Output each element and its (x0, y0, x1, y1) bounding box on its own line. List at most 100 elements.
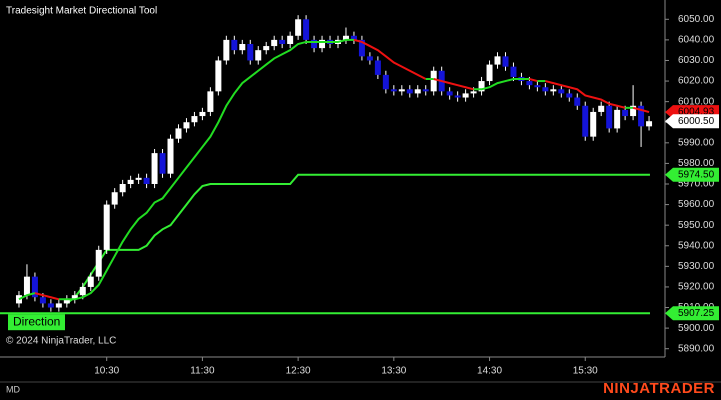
candle-body (534, 85, 541, 88)
candle-body (494, 56, 501, 65)
average-line (353, 38, 427, 80)
y-tick-label: 5890.00 (678, 343, 715, 354)
average-line (58, 38, 354, 301)
chart-title: Tradesight Market Directional Tool (6, 6, 157, 17)
candle-body (319, 39, 326, 49)
price-tag-label: 5974.50 (678, 169, 715, 180)
x-tick-label: 13:30 (381, 366, 406, 377)
price-tag (665, 167, 719, 182)
candle-body (263, 46, 270, 51)
candle-body (215, 60, 222, 92)
x-tick-label: 14:30 (477, 366, 502, 377)
average-line (18, 292, 36, 301)
y-tick-label: 5980.00 (678, 158, 715, 169)
x-tick-label: 12:30 (286, 366, 311, 377)
candle-body (295, 19, 302, 36)
candle-body (127, 179, 134, 184)
candle-body (542, 87, 549, 92)
candle-body (558, 89, 565, 94)
candle-body (646, 121, 653, 127)
candle-body (454, 95, 461, 98)
candle-body (606, 105, 613, 129)
candle-body (374, 60, 381, 75)
candle-body (311, 39, 318, 49)
average-line (632, 106, 650, 114)
candle-body (47, 303, 54, 308)
y-tick-label: 5930.00 (678, 261, 715, 272)
candle-body (478, 81, 485, 92)
price-tag-label: 5907.25 (678, 308, 715, 319)
candle-body (71, 295, 78, 300)
candle-body (79, 286, 86, 296)
candle-body (39, 297, 46, 304)
candle-body (239, 44, 246, 51)
y-tick-label: 6020.00 (678, 76, 715, 87)
candle-body (143, 177, 150, 184)
y-tick-label: 6050.00 (678, 14, 715, 25)
candle-body (199, 111, 206, 117)
candle-body (638, 105, 645, 127)
candle-body (119, 184, 126, 193)
candle-body (358, 39, 365, 57)
candle-body (159, 153, 166, 174)
candle-body (175, 128, 182, 139)
candle-body (135, 177, 142, 180)
candle-body (223, 39, 230, 61)
direction-line (66, 173, 650, 305)
candle-body (287, 35, 294, 44)
candle-body (390, 89, 397, 92)
candle-body (366, 56, 373, 61)
candle-body (167, 138, 174, 174)
candle-body (303, 19, 310, 40)
footer-label: MD (6, 384, 20, 394)
candle-body (398, 89, 405, 92)
candle-body (271, 39, 278, 47)
copyright: © 2024 NinjaTrader, LLC (6, 336, 116, 347)
price-tag (665, 306, 719, 321)
x-tick-label: 11:30 (190, 366, 215, 377)
candle-body (406, 89, 413, 94)
brand-logo: NINJATRADER (603, 380, 715, 397)
candle-body (207, 91, 214, 112)
candle-body (103, 204, 110, 250)
average-line (529, 78, 538, 83)
candle-body (598, 105, 605, 112)
candle-body (350, 35, 357, 40)
y-tick-label: 5950.00 (678, 220, 715, 231)
y-tick-label: 5960.00 (678, 199, 715, 210)
y-tick-label: 6030.00 (678, 55, 715, 66)
y-tick-label: 5920.00 (678, 282, 715, 293)
x-tick-label: 15:30 (573, 366, 598, 377)
candle-body (526, 81, 533, 86)
candle-body (510, 66, 517, 77)
y-tick-label: 6010.00 (678, 96, 715, 107)
y-tick-label: 5900.00 (678, 323, 715, 334)
candle-body (566, 93, 573, 98)
candle-body (247, 44, 254, 61)
candle-body (191, 116, 198, 123)
candle-body (414, 89, 421, 94)
candle-body (630, 105, 637, 117)
price-tag-label: 6004.93 (678, 107, 715, 118)
y-tick-label: 5990.00 (678, 137, 715, 148)
candle-body (151, 153, 158, 184)
y-tick-label: 5940.00 (678, 240, 715, 251)
y-tick-label: 5970.00 (678, 179, 715, 190)
candle-body (23, 276, 30, 296)
candle-body (231, 39, 238, 51)
y-tick-label: 6040.00 (678, 35, 715, 46)
price-tag (665, 114, 719, 129)
candle-body (255, 50, 262, 61)
candle-body (31, 276, 38, 298)
average-line (433, 78, 474, 91)
candle-body (614, 109, 621, 129)
candle-body (342, 35, 349, 40)
candle-body (87, 276, 94, 287)
candle-body (183, 122, 190, 129)
candle-body (590, 111, 597, 137)
candle-body (462, 93, 469, 98)
candle-body (582, 105, 589, 137)
candle-body (63, 299, 70, 304)
